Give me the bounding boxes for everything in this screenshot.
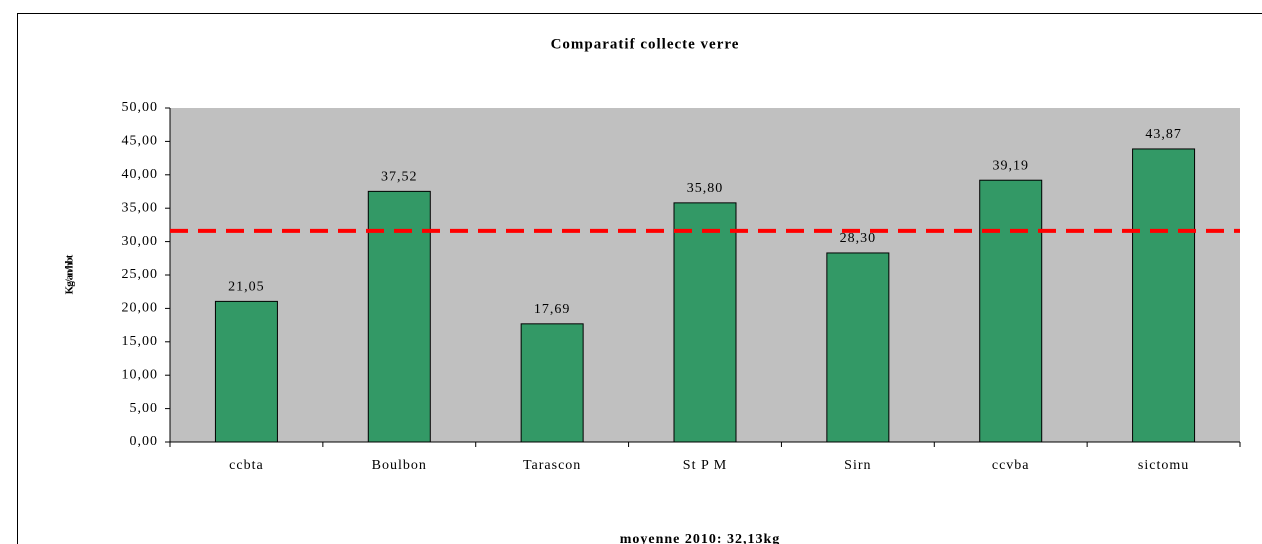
x-tick-label: St P M	[683, 458, 727, 473]
value-label: 28,30	[840, 231, 877, 246]
y-tick-label: 10,00	[122, 367, 159, 382]
bar	[826, 252, 890, 443]
value-label: 17,69	[534, 302, 571, 317]
y-tick-label: 50,00	[122, 100, 159, 115]
value-label: 43,87	[1145, 127, 1182, 142]
bar	[214, 300, 278, 443]
y-tick-label: 25,00	[122, 267, 159, 282]
y-tick-label: 0,00	[130, 434, 159, 449]
y-tick-label: 35,00	[122, 200, 159, 215]
bar	[979, 179, 1043, 443]
x-tick-label: Tarascon	[523, 458, 581, 473]
y-axis-label: Kg/an/hbt	[64, 254, 76, 294]
x-tick-label: sictomu	[1138, 458, 1189, 473]
chart-title: Comparatif collecte verre	[551, 36, 740, 52]
y-tick-label: 40,00	[122, 167, 159, 182]
value-label: 39,19	[992, 158, 1029, 173]
y-tick-label: 45,00	[122, 134, 159, 149]
bar	[1132, 148, 1196, 443]
value-label: 35,80	[687, 181, 724, 196]
y-tick-label: 30,00	[122, 234, 159, 249]
x-tick-label: ccvba	[992, 458, 1030, 473]
y-tick-label: 15,00	[122, 334, 159, 349]
y-tick-label: 5,00	[130, 401, 159, 416]
bar	[673, 202, 737, 443]
y-tick-label: 20,00	[122, 301, 159, 316]
value-label: 21,05	[228, 280, 265, 295]
x-tick-label: Sirn	[844, 458, 871, 473]
x-tick-label: Boulbon	[372, 458, 427, 473]
annotation: moyenne 2010: 32,13kg	[620, 532, 781, 544]
value-label: 37,52	[381, 170, 418, 185]
bar	[367, 190, 431, 443]
bar	[520, 323, 584, 443]
x-tick-label: ccbta	[229, 458, 264, 473]
